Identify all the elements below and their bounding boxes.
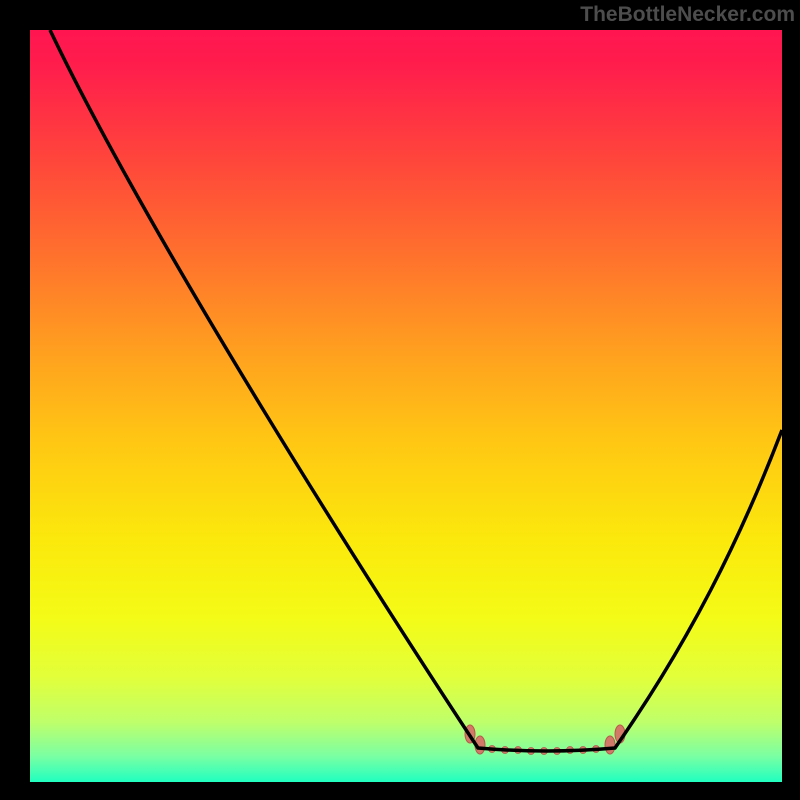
border-left: [0, 0, 30, 800]
watermark-text: TheBottleNecker.com: [580, 3, 795, 27]
border-bottom: [0, 782, 800, 800]
border-right: [782, 0, 800, 800]
marker-ellipse: [605, 736, 615, 754]
chart-container: TheBottleNecker.com: [0, 0, 800, 800]
gradient-background: [30, 30, 782, 782]
chart-svg: [0, 0, 800, 800]
